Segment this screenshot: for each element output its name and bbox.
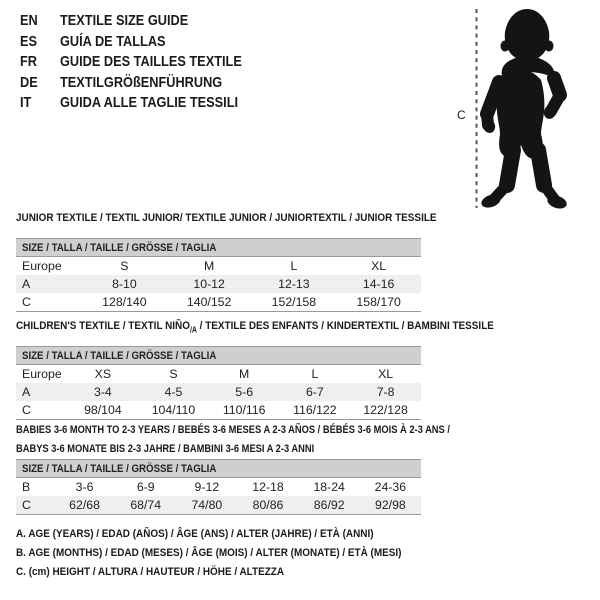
svg-text:C: C — [457, 108, 466, 122]
